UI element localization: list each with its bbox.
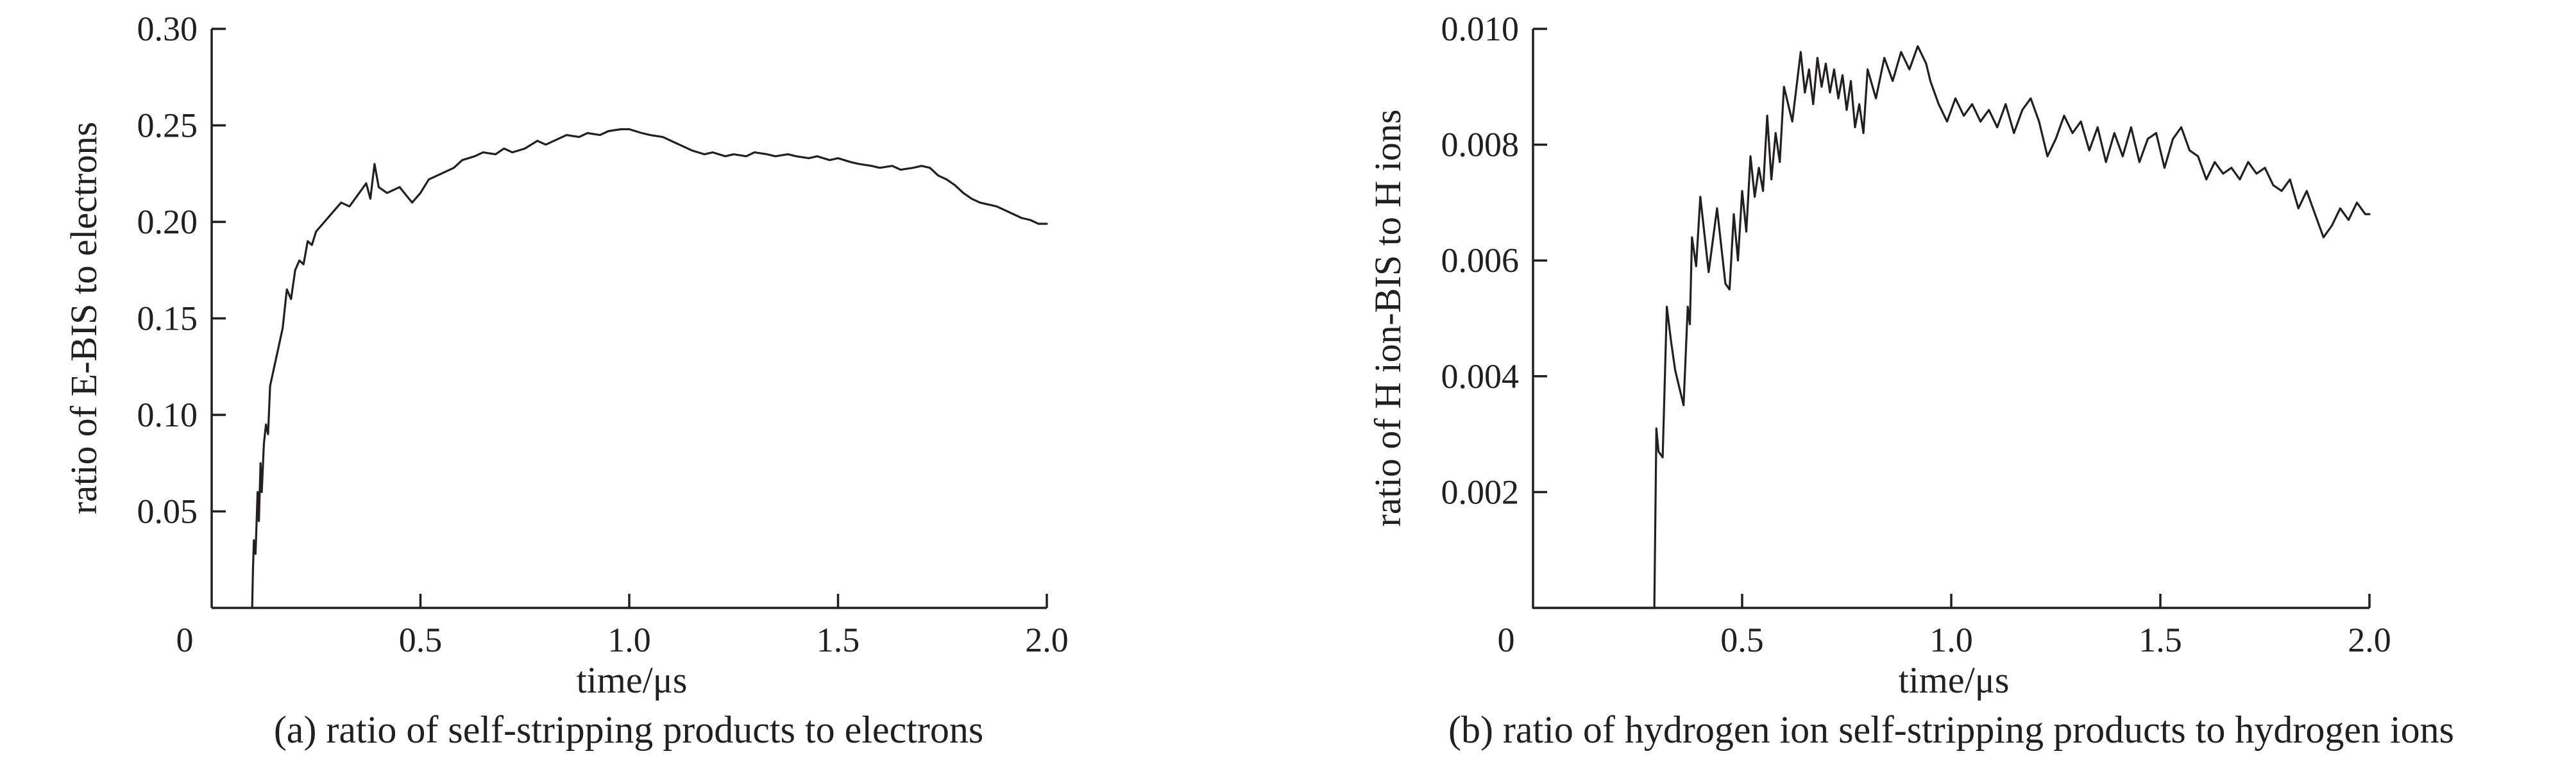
- y-tick-label: 0.05: [137, 492, 198, 531]
- x-tick-label: 2.0: [1025, 621, 1069, 659]
- series-line: [251, 128, 1048, 609]
- chart-b: 0.002 0.004 0.006 0.008 0.010 0 0.5 1.0 1.5 2.0 ti…: [1367, 10, 2454, 751]
- y-tick-label: 0.30: [137, 10, 198, 48]
- x-tick-label: 1.5: [817, 621, 860, 659]
- chart-caption: (b) ratio of hydrogen ion self-stripping…: [1448, 709, 2454, 751]
- y-tick-label: 0.002: [1441, 473, 1520, 511]
- x-tick-label: 0: [176, 621, 194, 659]
- y-tick-label: 0.20: [137, 203, 198, 241]
- y-tick-label: 0.10: [137, 396, 198, 434]
- y-tick-label: 0.15: [137, 299, 198, 338]
- y-tick-label: 0.010: [1441, 10, 1520, 48]
- y-tick-label: 0.004: [1441, 357, 1520, 396]
- y-tick-label: 0.006: [1441, 241, 1520, 280]
- x-tick-label: 0.5: [399, 621, 443, 659]
- series-line: [1532, 45, 2371, 609]
- x-axis-label: time/μs: [577, 659, 688, 701]
- x-tick-label: 1.0: [607, 621, 651, 659]
- chart-a: 0.05 0.10 0.15 0.20 0.25 0.30 0 0.5 1.0 1.5 2.0 tim…: [63, 10, 1069, 751]
- x-tick-label: 0.5: [1720, 621, 1764, 659]
- y-axis-label: ratio of E-BIS to electrons: [63, 122, 105, 514]
- y-tick-label: 0.25: [137, 106, 198, 145]
- chart-caption: (a) ratio of self-stripping products to …: [274, 709, 983, 751]
- x-tick-label: 2.0: [2348, 621, 2391, 659]
- x-axis-label: time/μs: [1899, 659, 2010, 701]
- y-tick-label: 0.008: [1441, 126, 1520, 164]
- x-tick-label: 0: [1498, 621, 1515, 659]
- y-axis-label: ratio of H ion-BIS to H ions: [1367, 110, 1409, 527]
- x-tick-label: 1.5: [2139, 621, 2182, 659]
- x-tick-label: 1.0: [1929, 621, 1973, 659]
